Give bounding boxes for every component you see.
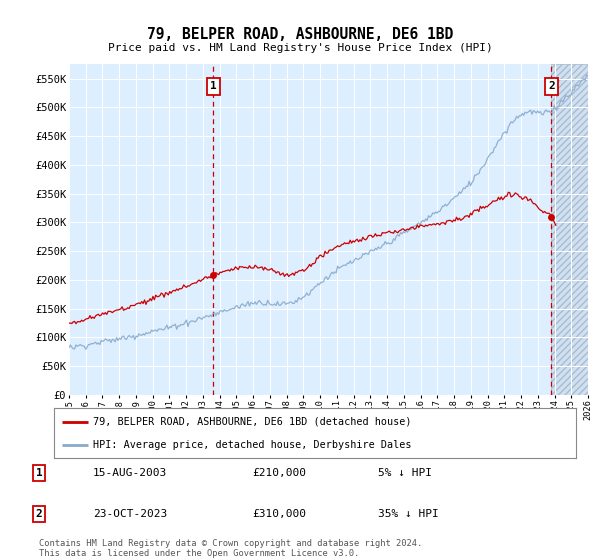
Bar	[551, 64, 588, 395]
Text: 1: 1	[210, 81, 217, 91]
Text: 79, BELPER ROAD, ASHBOURNE, DE6 1BD (detached house): 79, BELPER ROAD, ASHBOURNE, DE6 1BD (det…	[93, 417, 412, 427]
Text: 35% ↓ HPI: 35% ↓ HPI	[378, 509, 439, 519]
Text: Contains HM Land Registry data © Crown copyright and database right 2024.
This d: Contains HM Land Registry data © Crown c…	[39, 539, 422, 558]
Text: 2: 2	[548, 81, 555, 91]
Bar	[551, 64, 588, 395]
Text: 15-AUG-2003: 15-AUG-2003	[93, 468, 167, 478]
Text: £310,000: £310,000	[252, 509, 306, 519]
Text: 79, BELPER ROAD, ASHBOURNE, DE6 1BD: 79, BELPER ROAD, ASHBOURNE, DE6 1BD	[147, 27, 453, 42]
Text: 2: 2	[35, 509, 43, 519]
Text: 1: 1	[35, 468, 43, 478]
Text: 5% ↓ HPI: 5% ↓ HPI	[378, 468, 432, 478]
Text: 23-OCT-2023: 23-OCT-2023	[93, 509, 167, 519]
Text: HPI: Average price, detached house, Derbyshire Dales: HPI: Average price, detached house, Derb…	[93, 441, 412, 450]
Text: £210,000: £210,000	[252, 468, 306, 478]
Text: Price paid vs. HM Land Registry's House Price Index (HPI): Price paid vs. HM Land Registry's House …	[107, 43, 493, 53]
